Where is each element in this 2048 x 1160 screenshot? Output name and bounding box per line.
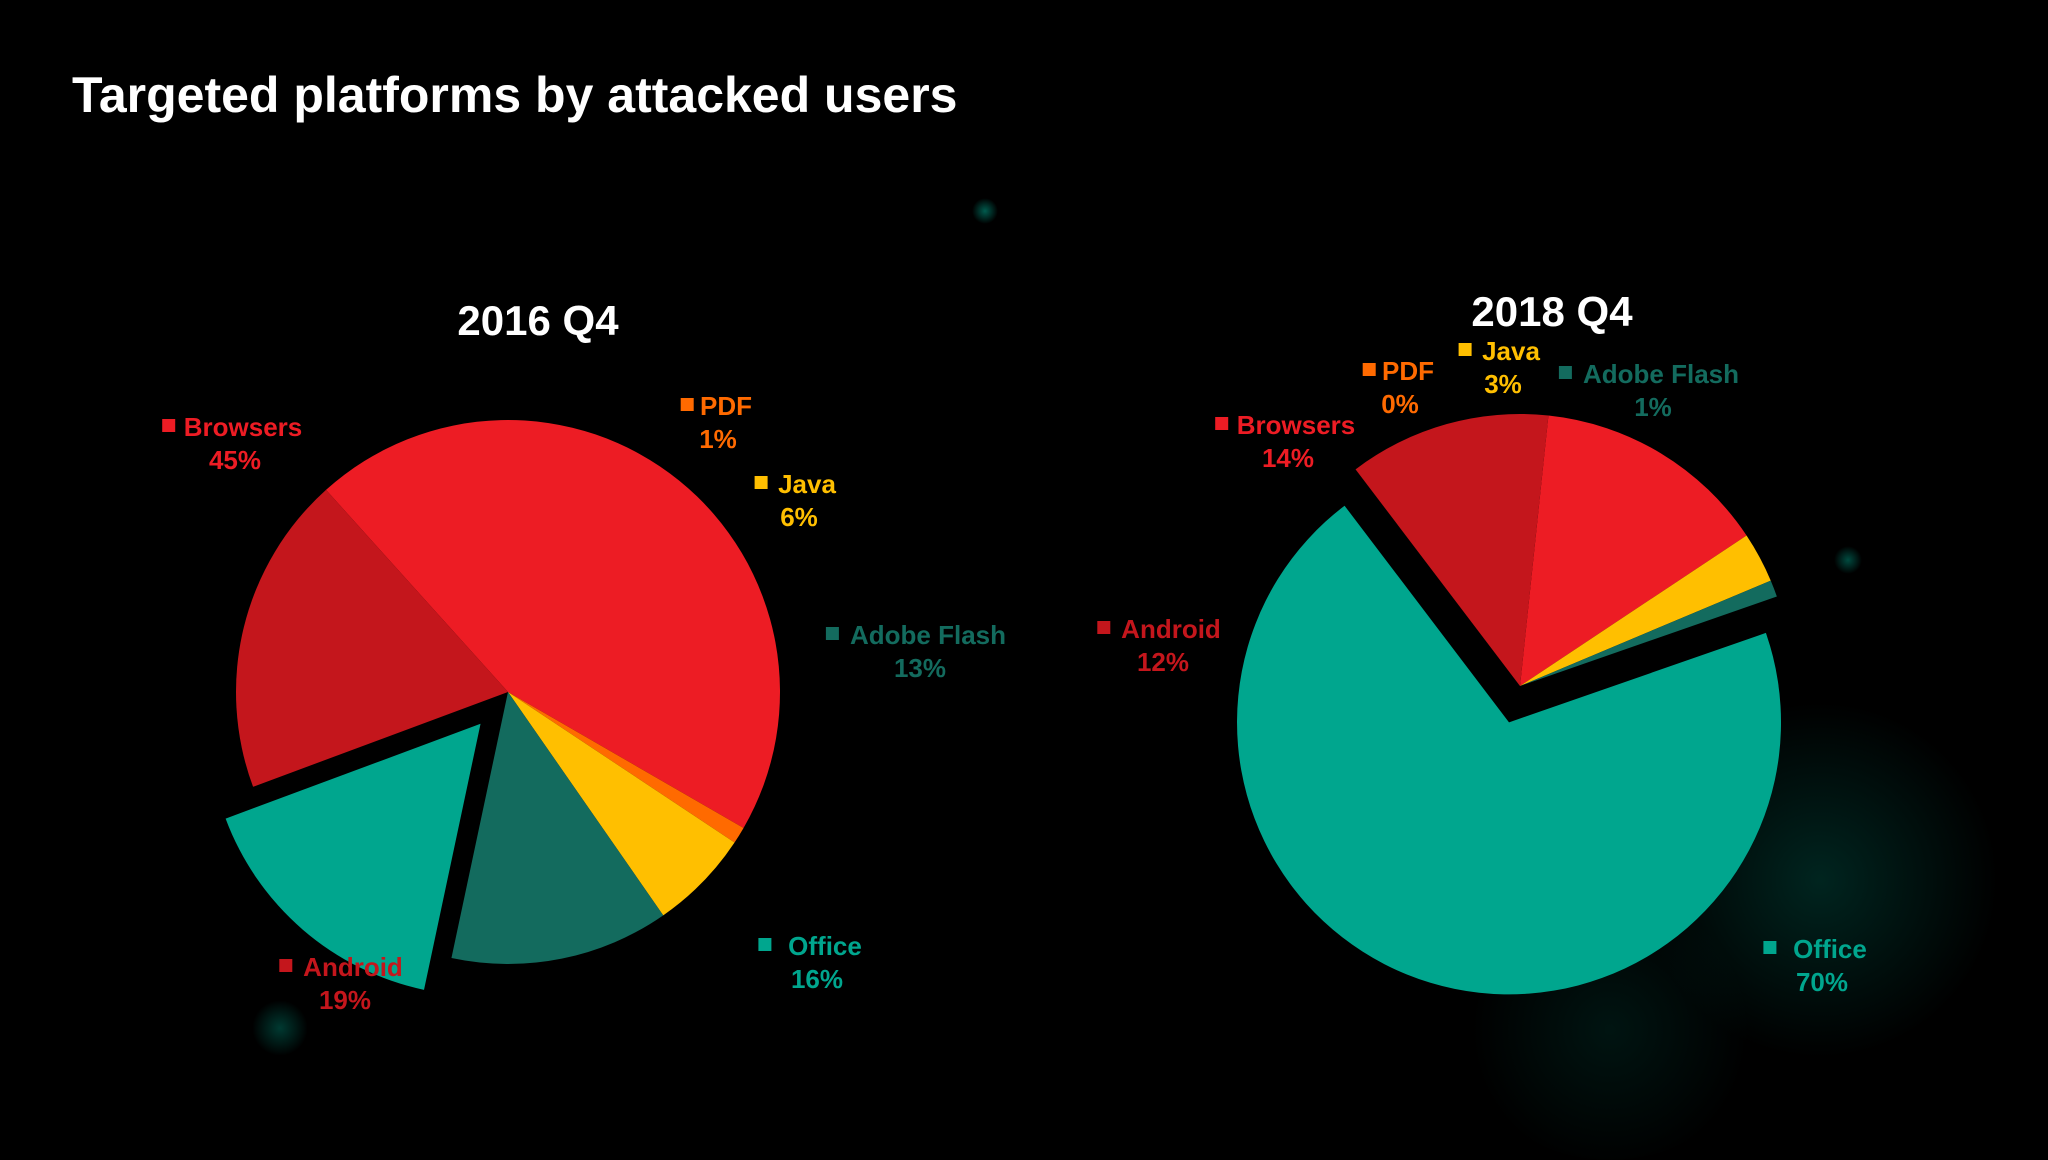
chart-title: 2016 Q4 [457, 297, 619, 344]
legend-marker [680, 398, 694, 411]
legend-label: Office [788, 931, 862, 961]
value-label: 6% [780, 502, 818, 532]
legend-marker [1558, 366, 1572, 379]
value-label: 45% [209, 445, 261, 475]
value-label: 1% [1634, 392, 1672, 422]
legend-marker [1215, 417, 1229, 430]
chart-title: 2018 Q4 [1471, 288, 1633, 335]
pie-slice-java [1520, 535, 1771, 686]
legend-label: Java [1482, 336, 1540, 366]
pie-slice-adobe-flash [451, 692, 664, 964]
value-label: 19% [319, 985, 371, 1015]
pie-slice-office [1237, 505, 1782, 995]
pie-slice-pdf [508, 692, 744, 843]
value-label: 14% [1262, 443, 1314, 473]
value-label: 0% [1381, 389, 1419, 419]
legend-marker [758, 938, 772, 951]
value-label: 12% [1137, 647, 1189, 677]
pie-slice-adobe-flash [1520, 580, 1777, 686]
legend-label: Android [1121, 614, 1221, 644]
decorative-glow [252, 1000, 308, 1056]
legend-marker [1362, 363, 1376, 376]
legend-marker [279, 959, 293, 972]
legend-label: Adobe Flash [850, 620, 1006, 650]
page-title: Targeted platforms by attacked users [72, 67, 958, 123]
value-label: 1% [699, 424, 737, 454]
legend-marker [162, 419, 176, 432]
legend-marker [825, 627, 839, 640]
decorative-glow [972, 198, 998, 224]
value-label: 16% [791, 964, 843, 994]
pie-slice-office [225, 723, 481, 990]
pie-slice-android [236, 489, 509, 787]
value-label: 3% [1484, 369, 1522, 399]
legend-marker [1763, 941, 1777, 954]
legend-marker [1097, 621, 1111, 634]
value-label: 13% [894, 653, 946, 683]
pie-slice-browsers [1520, 415, 1747, 686]
value-label: 70% [1796, 967, 1848, 997]
legend-label: Java [778, 469, 836, 499]
legend-label: Browsers [1237, 410, 1356, 440]
pie-slice-android [1355, 414, 1549, 686]
legend-label: PDF [700, 391, 752, 421]
legend-marker [754, 476, 768, 489]
legend-label: PDF [1382, 356, 1434, 386]
legend-label: Office [1793, 934, 1867, 964]
legend-marker [1458, 343, 1472, 356]
pie-slice-java [508, 692, 735, 916]
legend-label: Android [303, 952, 403, 982]
legend-label: Adobe Flash [1583, 359, 1739, 389]
legend-label: Browsers [184, 412, 303, 442]
decorative-glow [1834, 546, 1862, 574]
pie-slice-browsers [325, 419, 781, 828]
